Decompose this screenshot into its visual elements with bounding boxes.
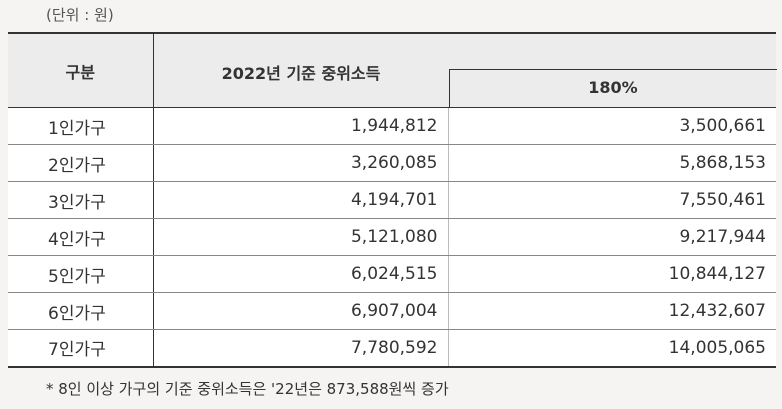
unit-note: (단위 : 원) [46, 6, 114, 24]
median-income-cell: 6,907,004 [153, 292, 449, 330]
table-row: 1인가구 1,944,812 3,500,661 [8, 107, 776, 145]
table-row: 3인가구 4,194,701 7,550,461 [8, 181, 776, 219]
median-income-cell: 5,121,080 [153, 218, 449, 256]
median-income-cell: 4,194,701 [153, 181, 449, 219]
header-180-percent: 180% [448, 69, 777, 107]
table-row: 4인가구 5,121,080 9,217,944 [8, 218, 776, 256]
income-180-cell: 7,550,461 [448, 181, 776, 219]
income-180-cell: 14,005,065 [448, 329, 776, 368]
household-size-cell: 6인가구 [8, 292, 154, 330]
income-180-cell: 12,432,607 [448, 292, 776, 330]
median-income-table: 구분 2022년 기준 중위소득 180% 1인가구 1,944,812 3,5… [8, 32, 777, 368]
median-income-cell: 1,944,812 [153, 107, 449, 145]
table-row: 2인가구 3,260,085 5,868,153 [8, 144, 776, 182]
income-180-cell: 10,844,127 [448, 255, 776, 293]
header-income-group: 2022년 기준 중위소득 180% [153, 32, 777, 108]
footnote: * 8인 이상 가구의 기준 중위소득은 '22년은 873,588원씩 증가 [46, 380, 449, 398]
income-180-cell: 5,868,153 [448, 144, 776, 182]
median-income-cell: 7,780,592 [153, 329, 449, 368]
header-income: 2022년 기준 중위소득 [221, 64, 381, 83]
median-income-cell: 6,024,515 [153, 255, 449, 293]
median-income-cell: 3,260,085 [153, 144, 449, 182]
household-size-cell: 1인가구 [8, 107, 154, 145]
table-row: 5인가구 6,024,515 10,844,127 [8, 255, 776, 293]
income-180-cell: 3,500,661 [448, 107, 776, 145]
household-size-cell: 3인가구 [8, 181, 154, 219]
household-size-cell: 7인가구 [8, 329, 154, 368]
income-180-cell: 9,217,944 [448, 218, 776, 256]
table-row: 7인가구 7,780,592 14,005,065 [8, 329, 776, 368]
household-size-cell: 2인가구 [8, 144, 154, 182]
table-row: 6인가구 6,907,004 12,432,607 [8, 292, 776, 330]
household-size-cell: 5인가구 [8, 255, 154, 293]
header-category: 구분 [8, 32, 154, 108]
household-size-cell: 4인가구 [8, 218, 154, 256]
